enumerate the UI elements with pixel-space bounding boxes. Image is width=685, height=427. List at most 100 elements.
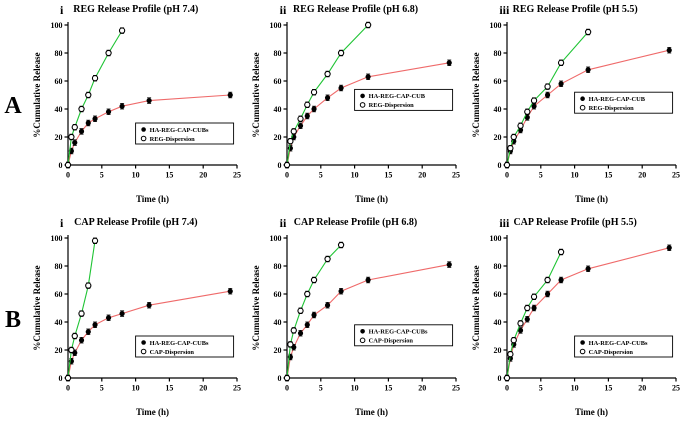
chart-title: CAP Release Profile (pH 6.8) — [293, 217, 418, 228]
chart-svg: 0 5 10 15 20 25 0 20 40 60 80 100 Time (h) %Cumulativ… — [251, 21, 460, 204]
chart-canvas-A-ii: 0 5 10 15 20 25 0 20 40 60 80 100 Time (h) %Cumulativ… — [249, 18, 461, 206]
chart-title: REG Release Profile (pH 7.4) — [73, 4, 199, 15]
svg-text:%Cumulative Release: %Cumulative Release — [32, 52, 42, 137]
svg-text:0: 0 — [505, 171, 509, 180]
svg-text:15: 15 — [165, 384, 173, 393]
svg-text:0: 0 — [66, 171, 70, 180]
svg-text:%Cumulative Release: %Cumulative Release — [32, 265, 42, 350]
svg-text:60: 60 — [494, 290, 502, 299]
svg-text:0: 0 — [498, 161, 502, 170]
svg-text:20: 20 — [638, 171, 646, 180]
svg-text:5: 5 — [319, 384, 323, 393]
panel-header: ii CAP Release Profile (pH 6.8) — [246, 216, 466, 231]
panel-header: iii CAP Release Profile (pH 5.5) — [465, 216, 685, 231]
svg-text:Time (h): Time (h) — [575, 407, 608, 417]
svg-text:20: 20 — [199, 384, 207, 393]
svg-text:5: 5 — [100, 171, 104, 180]
svg-text:20: 20 — [638, 384, 646, 393]
panel-header: i REG Release Profile (pH 7.4) — [26, 3, 246, 18]
svg-text:40: 40 — [54, 318, 62, 327]
svg-text:100: 100 — [50, 234, 62, 243]
svg-text:0: 0 — [285, 171, 289, 180]
svg-text:80: 80 — [494, 49, 502, 58]
svg-text:80: 80 — [54, 49, 62, 58]
svg-text:0: 0 — [278, 374, 282, 383]
svg-text:0: 0 — [278, 161, 282, 170]
chart-canvas-B-ii: 0 5 10 15 20 25 0 20 40 60 80 100 Time (h) %Cumulativ… — [249, 231, 461, 419]
panel-numeral: i — [60, 3, 64, 17]
row-label-A: A — [4, 93, 22, 119]
chart-panel-A-i: i REG Release Profile (pH 7.4) 0 5 10 15 20 2… — [26, 0, 246, 213]
chart-panel-B-iii: iii CAP Release Profile (pH 5.5) 0 5 10 15 2… — [465, 213, 685, 427]
chart-svg: 0 5 10 15 20 25 0 20 40 60 80 100 Time (h) %Cumulativ… — [32, 234, 241, 417]
svg-text:40: 40 — [274, 105, 282, 114]
svg-text:0: 0 — [58, 374, 62, 383]
svg-text:60: 60 — [274, 77, 282, 86]
svg-text:10: 10 — [571, 384, 579, 393]
svg-text:%Cumulative Release: %Cumulative Release — [471, 52, 481, 137]
svg-text:100: 100 — [270, 234, 282, 243]
svg-text:0: 0 — [58, 161, 62, 170]
svg-text:20: 20 — [419, 171, 427, 180]
chart-panel-B-i: i CAP Release Profile (pH 7.4) 0 5 10 15 20 2… — [26, 213, 246, 427]
panel-header: i CAP Release Profile (pH 7.4) — [26, 216, 246, 231]
panel-numeral: iii — [499, 3, 510, 17]
row-label-B: B — [4, 306, 21, 333]
chart-panel-A-ii: ii REG Release Profile (pH 6.8) 0 5 10 15 20… — [246, 0, 466, 213]
svg-text:CAP-Dispersion: CAP-Dispersion — [369, 338, 414, 345]
svg-text:Time (h): Time (h) — [136, 407, 169, 417]
svg-text:100: 100 — [490, 234, 502, 243]
svg-text:20: 20 — [419, 384, 427, 393]
svg-text:5: 5 — [100, 384, 104, 393]
svg-text:80: 80 — [274, 262, 282, 271]
svg-text:Time (h): Time (h) — [136, 194, 169, 204]
svg-text:10: 10 — [571, 171, 579, 180]
panel-numeral: ii — [279, 3, 287, 17]
panel-numeral: iii — [499, 216, 510, 230]
chart-svg: 0 5 10 15 20 25 0 20 40 60 80 100 Time (h) %Cumulativ… — [471, 21, 680, 204]
svg-text:Time (h): Time (h) — [355, 194, 388, 204]
chart-canvas-A-i: 0 5 10 15 20 25 0 20 40 60 80 100 Time (h) %Cumulativ… — [30, 18, 242, 206]
svg-text:Time (h): Time (h) — [575, 194, 608, 204]
svg-text:HA-REG-CAP-CUBs: HA-REG-CAP-CUBs — [149, 127, 208, 134]
svg-text:20: 20 — [54, 346, 62, 355]
svg-text:5: 5 — [319, 171, 323, 180]
svg-text:40: 40 — [274, 318, 282, 327]
svg-text:60: 60 — [54, 77, 62, 86]
svg-text:15: 15 — [385, 171, 393, 180]
svg-text:REG-Dispersion: REG-Dispersion — [369, 102, 415, 109]
svg-text:25: 25 — [233, 171, 241, 180]
svg-text:5: 5 — [539, 384, 543, 393]
chart-panel-A-iii: iii REG Release Profile (pH 5.5) 0 5 10 15 2… — [465, 0, 685, 213]
svg-text:Time (h): Time (h) — [355, 407, 388, 417]
panel-numeral: i — [60, 216, 64, 230]
svg-text:CAP-Dispersion: CAP-Dispersion — [149, 349, 194, 356]
chart-panel-B-ii: ii CAP Release Profile (pH 6.8) 0 5 10 15 20… — [246, 213, 466, 427]
svg-text:60: 60 — [274, 290, 282, 299]
svg-text:40: 40 — [54, 105, 62, 114]
svg-text:HA-REG-CAP-CUBs: HA-REG-CAP-CUBs — [369, 329, 428, 336]
svg-text:25: 25 — [452, 384, 460, 393]
svg-text:20: 20 — [274, 133, 282, 142]
svg-text:80: 80 — [54, 262, 62, 271]
chart-canvas-A-iii: 0 5 10 15 20 25 0 20 40 60 80 100 Time (h) %Cumulativ… — [469, 18, 681, 206]
svg-text:10: 10 — [351, 171, 359, 180]
chart-title: CAP Release Profile (pH 5.5) — [513, 217, 637, 228]
svg-text:20: 20 — [494, 133, 502, 142]
svg-text:10: 10 — [131, 384, 139, 393]
svg-text:15: 15 — [605, 171, 613, 180]
svg-text:20: 20 — [494, 346, 502, 355]
svg-text:0: 0 — [498, 374, 502, 383]
chart-svg: 0 5 10 15 20 25 0 20 40 60 80 100 Time (h) %Cumulativ… — [32, 21, 241, 204]
svg-text:%Cumulative Release: %Cumulative Release — [471, 265, 481, 350]
svg-text:CAP-Dispersion: CAP-Dispersion — [589, 349, 634, 356]
svg-text:15: 15 — [165, 171, 173, 180]
chart-canvas-B-iii: 0 5 10 15 20 25 0 20 40 60 80 100 Time (h) %Cumulativ… — [469, 231, 681, 419]
svg-text:15: 15 — [605, 384, 613, 393]
svg-text:60: 60 — [494, 77, 502, 86]
svg-text:25: 25 — [452, 171, 460, 180]
svg-text:15: 15 — [385, 384, 393, 393]
svg-text:0: 0 — [505, 384, 509, 393]
panel-header: iii REG Release Profile (pH 5.5) — [465, 3, 685, 18]
svg-text:HA-REG-CAP-CUBs: HA-REG-CAP-CUBs — [589, 340, 648, 347]
